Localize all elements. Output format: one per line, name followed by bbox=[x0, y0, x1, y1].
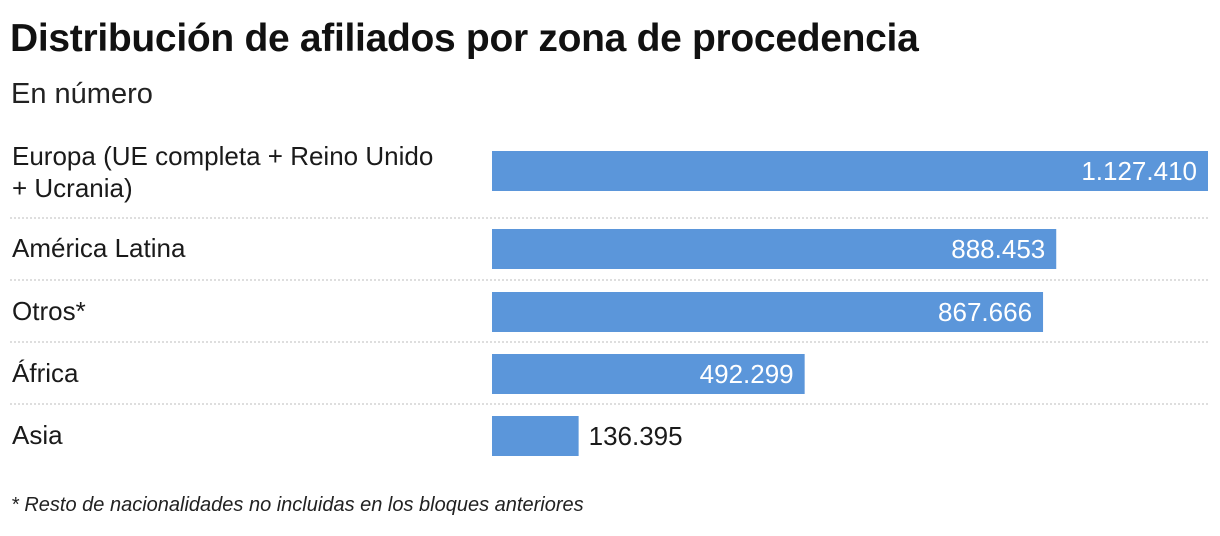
chart-footnote: * Resto de nacionalidades no incluidas e… bbox=[11, 494, 584, 516]
category-label: Asia bbox=[12, 420, 63, 450]
category-label-line: África bbox=[12, 358, 79, 388]
bar bbox=[492, 416, 579, 456]
bar bbox=[492, 151, 1208, 191]
value-label: 888.453 bbox=[951, 234, 1045, 264]
bar bbox=[492, 354, 805, 394]
bar bbox=[492, 292, 1044, 332]
bar-chart: Europa (UE completa + Reino Unido + Ucran… bbox=[10, 141, 1210, 456]
category-label-line: América Latina bbox=[12, 233, 186, 263]
value-label: 1.127.410 bbox=[1081, 156, 1197, 186]
category-label-line: Asia bbox=[12, 420, 63, 450]
category-label: África bbox=[12, 358, 79, 388]
category-label: Europa (UE completa + Reino Unido + Ucran… bbox=[12, 141, 433, 203]
category-label-line: Otros* bbox=[12, 296, 86, 326]
value-label: 492.299 bbox=[700, 359, 794, 389]
value-label: 867.666 bbox=[938, 297, 1032, 327]
value-label: 136.395 bbox=[589, 421, 683, 451]
category-label: Otros* bbox=[12, 296, 86, 326]
category-label-line: Europa (UE completa + Reino Unido bbox=[12, 141, 433, 171]
chart-title: Distribución de afiliados por zona de pr… bbox=[10, 17, 919, 60]
category-label: América Latina bbox=[12, 233, 186, 263]
bar bbox=[492, 229, 1057, 269]
category-label-line: + Ucrania) bbox=[12, 173, 133, 203]
chart-subtitle: En número bbox=[11, 78, 153, 110]
